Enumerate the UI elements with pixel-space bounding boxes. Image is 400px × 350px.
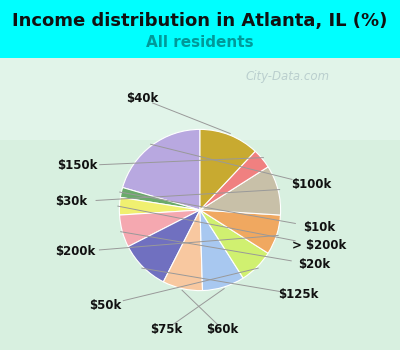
Wedge shape	[200, 151, 268, 210]
Text: Income distribution in Atlanta, IL (%): Income distribution in Atlanta, IL (%)	[12, 12, 388, 30]
Wedge shape	[200, 210, 268, 278]
Wedge shape	[200, 210, 280, 253]
Text: $150k: $150k	[57, 159, 98, 172]
Text: $200k: $200k	[55, 245, 95, 258]
Wedge shape	[122, 130, 200, 210]
Wedge shape	[128, 210, 200, 282]
Text: > $200k: > $200k	[292, 239, 346, 252]
Text: City-Data.com: City-Data.com	[246, 70, 330, 83]
Text: $75k: $75k	[150, 323, 182, 336]
Text: $30k: $30k	[55, 195, 87, 209]
Wedge shape	[119, 197, 200, 215]
Wedge shape	[164, 210, 202, 290]
Text: All residents: All residents	[146, 35, 254, 50]
Wedge shape	[120, 210, 200, 247]
Wedge shape	[200, 210, 243, 290]
Text: $20k: $20k	[298, 258, 330, 271]
Text: $60k: $60k	[206, 323, 239, 336]
Text: $125k: $125k	[278, 288, 318, 301]
Text: $40k: $40k	[126, 92, 158, 105]
Wedge shape	[200, 130, 255, 210]
Wedge shape	[200, 167, 281, 215]
Text: $10k: $10k	[303, 221, 335, 234]
Text: $50k: $50k	[89, 299, 121, 312]
Wedge shape	[120, 188, 200, 210]
Text: $100k: $100k	[291, 178, 331, 191]
